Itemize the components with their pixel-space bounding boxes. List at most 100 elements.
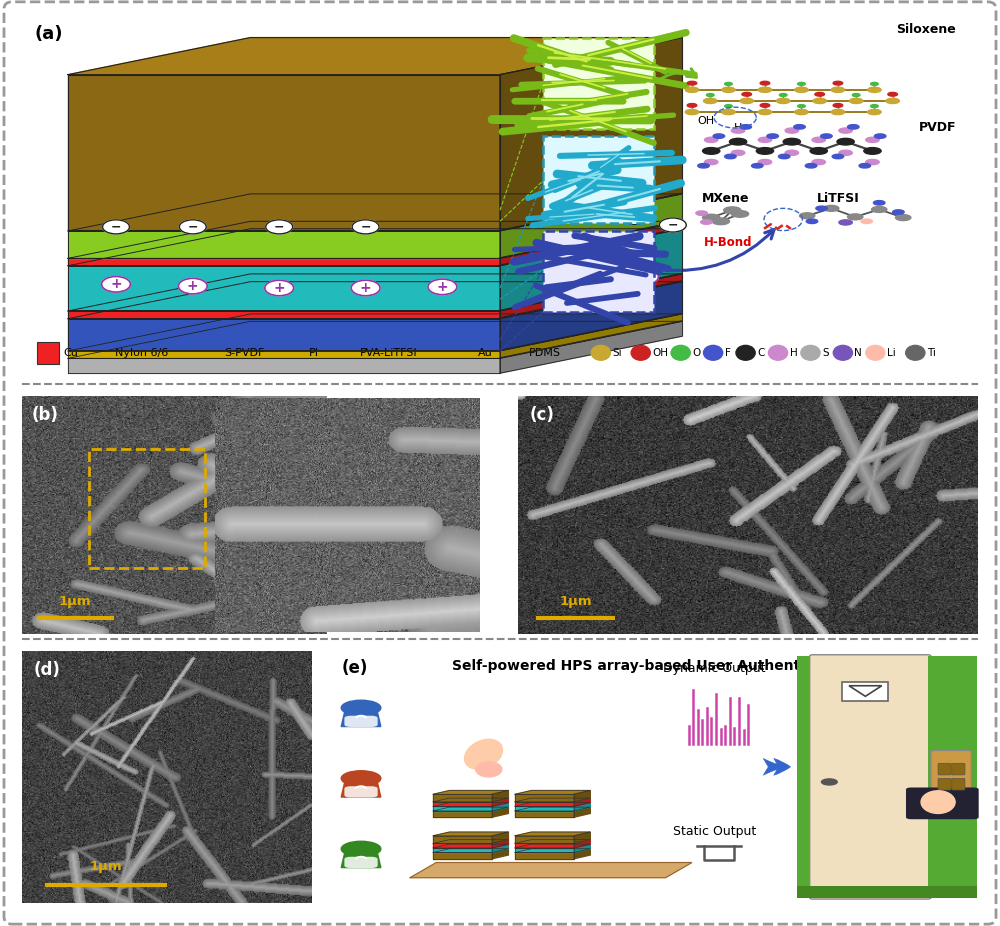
Polygon shape — [68, 194, 682, 231]
Polygon shape — [500, 274, 682, 318]
FancyBboxPatch shape — [928, 656, 977, 898]
Circle shape — [816, 206, 827, 210]
FancyBboxPatch shape — [198, 342, 220, 364]
Polygon shape — [492, 798, 508, 807]
FancyBboxPatch shape — [283, 342, 305, 364]
Text: 1μm: 1μm — [59, 595, 92, 608]
Text: (b): (b) — [31, 406, 58, 424]
Text: H: H — [790, 348, 797, 357]
Ellipse shape — [265, 281, 294, 295]
Ellipse shape — [768, 345, 788, 360]
Circle shape — [848, 214, 863, 219]
Polygon shape — [574, 798, 590, 807]
Text: H: H — [734, 123, 742, 133]
Polygon shape — [68, 231, 500, 257]
Circle shape — [815, 93, 824, 96]
Text: +: + — [437, 280, 448, 294]
Polygon shape — [68, 221, 682, 258]
Ellipse shape — [428, 279, 457, 294]
Circle shape — [731, 210, 749, 218]
Polygon shape — [433, 853, 492, 858]
Ellipse shape — [704, 345, 723, 360]
Polygon shape — [68, 38, 682, 75]
Circle shape — [866, 137, 879, 143]
Polygon shape — [515, 803, 590, 807]
Polygon shape — [433, 807, 492, 811]
Ellipse shape — [102, 277, 130, 292]
Text: −: − — [274, 220, 284, 233]
Text: Li: Li — [887, 348, 896, 357]
Circle shape — [722, 109, 735, 115]
Text: −: − — [360, 220, 371, 233]
Text: PVDF: PVDF — [918, 121, 956, 134]
FancyBboxPatch shape — [543, 38, 654, 129]
Polygon shape — [68, 266, 500, 310]
Ellipse shape — [659, 218, 686, 232]
Polygon shape — [500, 221, 682, 265]
FancyBboxPatch shape — [37, 342, 59, 364]
Circle shape — [696, 211, 707, 216]
Polygon shape — [515, 848, 574, 853]
Polygon shape — [433, 807, 508, 811]
Circle shape — [704, 98, 717, 104]
Polygon shape — [574, 840, 590, 848]
Text: 1μm: 1μm — [90, 859, 122, 872]
Polygon shape — [515, 853, 574, 858]
FancyBboxPatch shape — [452, 342, 474, 364]
FancyBboxPatch shape — [797, 656, 813, 898]
Circle shape — [795, 109, 808, 115]
Polygon shape — [515, 845, 590, 848]
Text: (a): (a) — [34, 25, 63, 43]
Polygon shape — [574, 832, 590, 844]
FancyBboxPatch shape — [842, 682, 888, 701]
Circle shape — [861, 219, 872, 223]
Circle shape — [872, 206, 887, 212]
Text: S-PVDF: S-PVDF — [224, 348, 264, 357]
Polygon shape — [515, 807, 574, 811]
Text: Si: Si — [612, 348, 622, 357]
Circle shape — [725, 155, 736, 158]
Polygon shape — [68, 314, 682, 351]
Ellipse shape — [630, 269, 658, 284]
Circle shape — [893, 210, 904, 214]
Ellipse shape — [583, 203, 609, 218]
Circle shape — [896, 215, 911, 220]
Polygon shape — [68, 75, 500, 231]
Text: Siloxene: Siloxene — [896, 23, 956, 36]
Text: Au: Au — [477, 348, 492, 357]
Circle shape — [758, 159, 772, 165]
Polygon shape — [68, 311, 500, 318]
Ellipse shape — [591, 264, 620, 279]
FancyBboxPatch shape — [89, 342, 111, 364]
Polygon shape — [433, 803, 508, 807]
Polygon shape — [515, 832, 590, 836]
Circle shape — [859, 164, 871, 168]
Polygon shape — [433, 836, 492, 844]
Ellipse shape — [178, 279, 207, 294]
Circle shape — [795, 87, 808, 93]
Polygon shape — [492, 832, 508, 844]
Text: Ti: Ti — [927, 348, 936, 357]
Circle shape — [833, 81, 843, 85]
Polygon shape — [68, 274, 682, 311]
Polygon shape — [433, 844, 492, 848]
Text: F: F — [725, 348, 731, 357]
Polygon shape — [410, 862, 692, 878]
Circle shape — [848, 125, 859, 129]
Text: (c): (c) — [530, 406, 554, 424]
Text: (d): (d) — [34, 661, 60, 679]
Text: +: + — [600, 264, 611, 279]
Text: +: + — [273, 281, 285, 295]
Circle shape — [824, 206, 839, 211]
Polygon shape — [492, 840, 508, 848]
Polygon shape — [68, 351, 500, 357]
FancyBboxPatch shape — [906, 787, 979, 820]
Text: −: − — [552, 196, 563, 209]
FancyBboxPatch shape — [952, 779, 965, 790]
Polygon shape — [515, 798, 590, 802]
Circle shape — [760, 104, 770, 107]
Circle shape — [731, 150, 745, 156]
Circle shape — [706, 94, 714, 96]
Circle shape — [758, 87, 772, 93]
Circle shape — [760, 81, 770, 85]
